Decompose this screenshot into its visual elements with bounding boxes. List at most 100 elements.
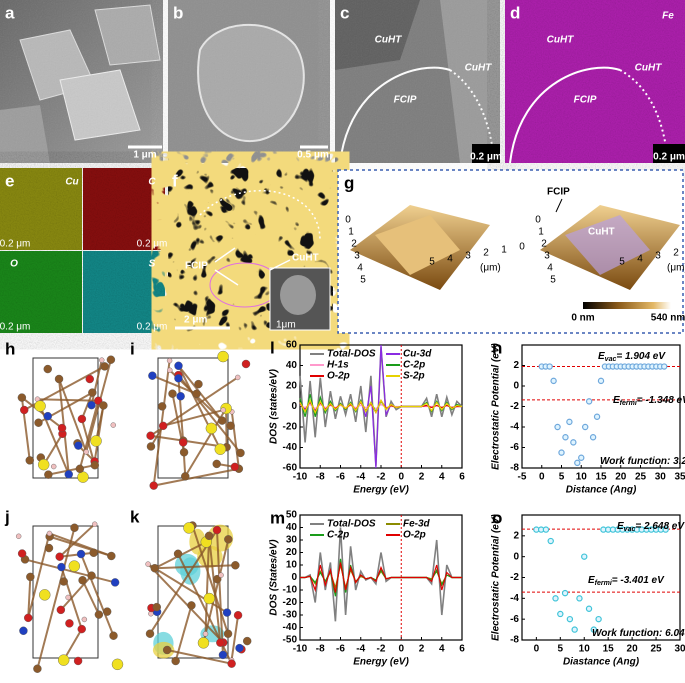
atom <box>56 605 66 615</box>
atom <box>57 562 66 572</box>
bond <box>93 405 105 462</box>
bond <box>177 365 222 450</box>
atom <box>78 576 87 585</box>
panel-g <box>337 169 684 334</box>
atom <box>158 421 168 431</box>
x-tick-label: 0 <box>398 644 404 655</box>
axis-tick-label: 2 <box>351 239 357 250</box>
atom <box>77 624 86 634</box>
annotation: Efermi= -1.348 eV <box>613 395 685 407</box>
annotation-main: E <box>613 395 620 406</box>
data-point <box>581 553 588 560</box>
atom <box>107 551 116 561</box>
region-label: CuHT <box>635 63 663 74</box>
inset-scale-label: 1μm <box>276 320 296 331</box>
x-tick-label: -6 <box>336 644 345 655</box>
element-label: O <box>10 259 18 270</box>
x-tick-label: -4 <box>356 644 365 655</box>
bond <box>230 615 240 661</box>
annotation-main: Work function: 6.049 eV <box>592 628 685 639</box>
x-tick-label: 4 <box>439 644 445 655</box>
atom <box>110 578 120 587</box>
element-label: S <box>149 259 156 270</box>
data-point <box>661 363 668 370</box>
atom <box>241 359 251 369</box>
data-point <box>558 449 565 456</box>
atom <box>226 421 235 430</box>
axis-tick-label: 2 <box>541 239 547 250</box>
series-line <box>300 562 462 593</box>
atom <box>43 411 52 421</box>
legend-label: Fe-3d <box>403 519 431 530</box>
atom <box>83 449 89 455</box>
bond <box>191 525 229 635</box>
bond <box>147 563 224 644</box>
bond <box>42 433 64 466</box>
panel-label: e <box>5 171 14 190</box>
atom <box>176 392 185 401</box>
x-axis-label: Distance (Ang) <box>566 485 637 496</box>
atom <box>25 456 34 465</box>
atom <box>214 443 227 455</box>
panel-label: c <box>340 3 349 22</box>
x-tick-label: 5 <box>558 644 564 655</box>
atom <box>33 664 42 673</box>
y-tick-label: -40 <box>283 442 298 453</box>
bond <box>174 605 193 662</box>
data-point <box>597 377 605 385</box>
annotation: Efermi= -3.401 eV <box>588 575 665 587</box>
data-point <box>570 439 577 446</box>
atom <box>99 401 108 410</box>
x-tick-label: -4 <box>356 472 365 483</box>
x-tick-label: 6 <box>459 644 465 655</box>
y-tick-label: 40 <box>286 360 298 371</box>
scale-label: 0.2 μm <box>0 239 30 250</box>
atom <box>222 608 232 617</box>
atom <box>146 442 156 451</box>
atom <box>70 523 79 532</box>
y-tick-label: -2 <box>510 401 519 412</box>
atom <box>17 549 27 558</box>
bond <box>230 411 240 469</box>
y-tick-label: 0 <box>291 572 297 583</box>
y-axis-label: Electrostatic Potential (eV) <box>491 342 502 469</box>
atom <box>91 521 98 527</box>
annotation-rest: = 1.904 eV <box>616 351 666 362</box>
y-tick-label: -40 <box>283 622 298 633</box>
annotation-rest: = -3.401 eV <box>612 575 665 586</box>
bond <box>202 539 230 644</box>
y-tick-label: -10 <box>283 585 298 596</box>
atom <box>174 374 183 383</box>
bond <box>147 563 228 614</box>
atom <box>205 422 218 435</box>
atom <box>55 552 64 561</box>
y-tick-label: -4 <box>510 422 519 433</box>
atom <box>181 472 190 481</box>
panel-label: f <box>172 171 178 190</box>
panel-a <box>0 0 163 163</box>
x-tick-label: 4 <box>439 472 445 483</box>
atom <box>44 470 53 479</box>
atom <box>89 548 98 557</box>
data-point <box>585 605 593 612</box>
bond <box>80 553 115 637</box>
atom <box>106 355 116 364</box>
bond <box>85 359 112 453</box>
data-point <box>561 589 569 597</box>
atom <box>81 616 88 623</box>
bond <box>62 628 83 661</box>
y-axis-label: Electrostatic Potential (eV) <box>491 513 502 640</box>
atom <box>57 654 70 666</box>
x-tick-label: 30 <box>674 644 685 655</box>
bond <box>152 374 197 395</box>
data-point <box>542 526 550 533</box>
region-label: CuHT <box>547 35 575 46</box>
y-tick-label: -30 <box>283 610 298 621</box>
panel-f <box>168 168 333 333</box>
axis-tick-label: 2 <box>483 248 489 259</box>
atom <box>87 400 96 410</box>
atom <box>109 631 118 640</box>
annotation-sub: fermi <box>620 400 638 407</box>
axis-tick-label: 4 <box>547 263 553 274</box>
series-line <box>299 398 463 415</box>
